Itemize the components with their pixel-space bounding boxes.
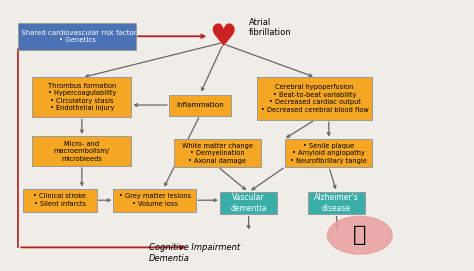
FancyBboxPatch shape xyxy=(220,192,277,214)
Text: Cognitive Impairment: Cognitive Impairment xyxy=(149,243,240,252)
Text: Vascular
dementia: Vascular dementia xyxy=(230,193,267,213)
FancyBboxPatch shape xyxy=(18,23,136,50)
Text: ♥: ♥ xyxy=(210,22,237,51)
Text: Micro- and
macroembolism/
microbleeds: Micro- and macroembolism/ microbleeds xyxy=(54,140,110,162)
FancyBboxPatch shape xyxy=(32,77,131,117)
Text: Atrial
fibrillation: Atrial fibrillation xyxy=(249,18,291,37)
Circle shape xyxy=(328,216,392,254)
Text: White matter change
• Demyelination
• Axonal damage: White matter change • Demyelination • Ax… xyxy=(182,143,253,163)
Text: • Grey matter lesions
• Volume loss: • Grey matter lesions • Volume loss xyxy=(119,193,191,207)
FancyBboxPatch shape xyxy=(257,77,372,120)
FancyBboxPatch shape xyxy=(285,139,372,167)
FancyBboxPatch shape xyxy=(169,95,231,116)
Text: • Clinical stroke
• Silent infarcts: • Clinical stroke • Silent infarcts xyxy=(33,193,86,207)
Text: Dementia: Dementia xyxy=(149,254,190,263)
Text: Thrombus formation
• Hypercoagulability
• Circulatory stasis
• Endothelial injur: Thrombus formation • Hypercoagulability … xyxy=(48,83,116,111)
FancyBboxPatch shape xyxy=(113,189,196,212)
Text: • Senile plaque
• Amyloid angiopathy
• Neurofibrillary tangle: • Senile plaque • Amyloid angiopathy • N… xyxy=(290,143,367,163)
Text: Cerebral hypoperfusion
• Beat-to-beat variability
• Decreased cardiac output
• D: Cerebral hypoperfusion • Beat-to-beat va… xyxy=(261,84,368,113)
Text: 🧠: 🧠 xyxy=(353,225,366,245)
FancyBboxPatch shape xyxy=(308,192,365,214)
FancyBboxPatch shape xyxy=(23,189,97,212)
FancyBboxPatch shape xyxy=(173,139,261,167)
Text: Alzheimer's
disease: Alzheimer's disease xyxy=(314,193,359,213)
Text: • Shared cardiovascular risk factors
• Genetics: • Shared cardiovascular risk factors • G… xyxy=(15,30,140,43)
Text: Inflammation: Inflammation xyxy=(176,102,224,108)
FancyBboxPatch shape xyxy=(32,136,131,166)
